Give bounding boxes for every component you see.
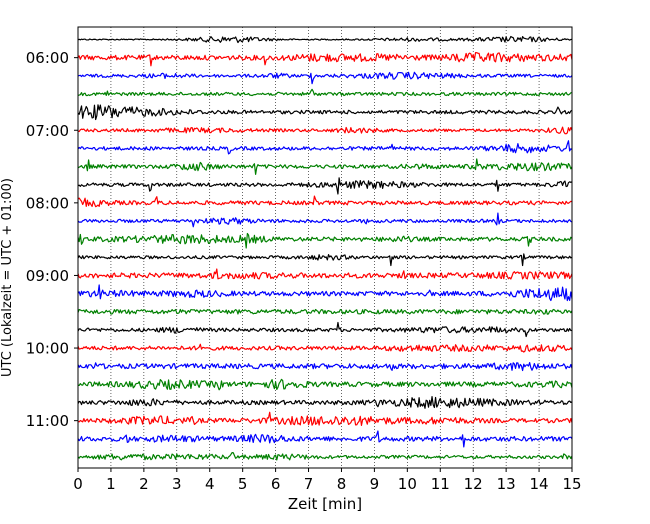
- x-tick-label: 9: [370, 475, 380, 493]
- y-axis-label: UTC (Lokalzeit = UTC + 01:00): [0, 178, 15, 377]
- trace-1115: [77, 430, 573, 448]
- trace-0645: [77, 104, 573, 121]
- plot-frame: [77, 26, 573, 469]
- x-tick-label: 11: [431, 475, 450, 493]
- x-tick-label: 15: [562, 475, 581, 493]
- trace-0630: [77, 88, 573, 97]
- y-tick-label: 06:00: [26, 49, 69, 67]
- y-tick-label: 10:00: [26, 340, 69, 358]
- x-tick-label: 12: [464, 475, 483, 493]
- trace-0745: [77, 177, 573, 195]
- trace-1100: [77, 411, 573, 427]
- x-axis-ticks: 0 1 2 3 4 5 6 7 8 9 10 11 12 13 14 15: [73, 468, 582, 493]
- trace-0700: [77, 126, 573, 135]
- trace-0545: [77, 35, 573, 44]
- x-tick-label: 10: [398, 475, 417, 493]
- x-tick-label: 4: [205, 475, 215, 493]
- x-tick-label: 8: [337, 475, 347, 493]
- trace-layer: [77, 35, 573, 461]
- trace-1130: [77, 452, 573, 461]
- trace-0815: [77, 212, 573, 228]
- trace-0615: [77, 71, 573, 85]
- trace-1045: [77, 396, 573, 409]
- trace-0800: [77, 195, 573, 208]
- x-tick-label: 13: [497, 475, 516, 493]
- y-tick-label: 11:00: [26, 412, 69, 430]
- x-tick-label: 5: [238, 475, 248, 493]
- y-tick-label: 09:00: [26, 267, 69, 285]
- y-tick-label: 08:00: [26, 194, 69, 212]
- trace-1015: [77, 362, 573, 372]
- x-tick-label: 3: [172, 475, 182, 493]
- x-tick-label: 1: [106, 475, 116, 493]
- trace-0945: [77, 321, 573, 338]
- y-tick-label: 07:00: [26, 122, 69, 140]
- y-axis-ticks: 06:00 07:00 08:00 09:00 10:00 11:00: [26, 49, 78, 430]
- trace-0915: [77, 284, 573, 302]
- x-tick-label: 0: [73, 475, 83, 493]
- x-tick-label: 6: [271, 475, 281, 493]
- x-tick-label: 2: [139, 475, 149, 493]
- x-axis-label: Zeit [min]: [288, 495, 362, 513]
- x-tick-label: 14: [530, 475, 549, 493]
- trace-1030: [77, 378, 573, 391]
- x-tick-label: 7: [304, 475, 314, 493]
- trace-0845: [77, 253, 573, 267]
- trace-0930: [77, 308, 573, 315]
- trace-0830: [77, 232, 573, 249]
- trace-0730: [77, 158, 573, 175]
- trace-0715: [77, 140, 573, 155]
- trace-0900: [77, 268, 573, 280]
- trace-0600: [77, 52, 573, 67]
- trace-1000: [77, 343, 573, 353]
